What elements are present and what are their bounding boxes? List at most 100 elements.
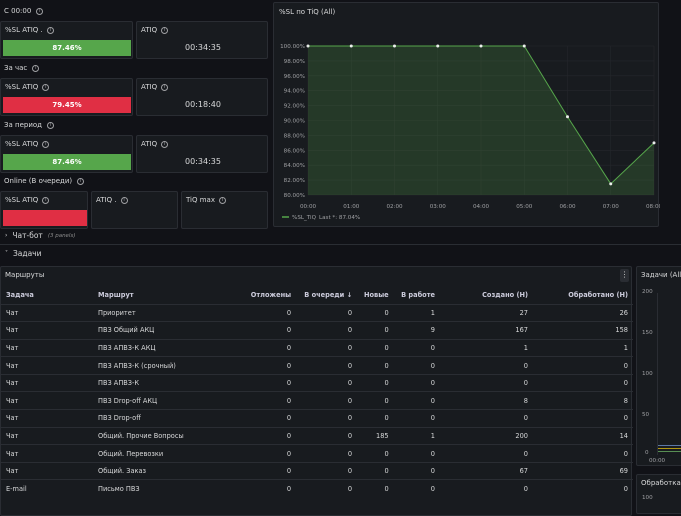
vertical-dots-icon[interactable]: ⋮ bbox=[620, 269, 629, 282]
row-divider bbox=[0, 244, 681, 245]
data-point bbox=[349, 44, 353, 48]
cell-task: Чат bbox=[1, 338, 93, 357]
info-icon[interactable]: i bbox=[161, 26, 169, 34]
column-header-created[interactable]: Создано (Н) bbox=[482, 291, 528, 300]
column-header-processed[interactable]: Обработано (Н) bbox=[568, 291, 628, 300]
cell-route: Общий. Прочие Вопросы bbox=[93, 426, 243, 445]
info-icon[interactable]: i bbox=[161, 83, 169, 91]
info-icon[interactable]: i bbox=[47, 121, 55, 129]
row-title: Задачи bbox=[13, 249, 42, 258]
x-tick-label: 05:00 bbox=[516, 204, 533, 210]
info-icon[interactable]: i bbox=[42, 196, 50, 204]
column-header-postponed[interactable]: Отложены bbox=[250, 291, 292, 300]
cell-route: ПВЗ Drop-off bbox=[93, 409, 243, 428]
cell-processed: 158 bbox=[533, 321, 633, 340]
cell-task: Чат bbox=[1, 391, 93, 410]
cell-processed: 0 bbox=[533, 444, 633, 463]
cell-postponed: 0 bbox=[243, 338, 297, 357]
table-row[interactable]: E-mail Письмо ПВЗ 0 0 0 0 0 0 bbox=[1, 479, 633, 498]
column-header-route[interactable]: Маршрут bbox=[98, 291, 134, 300]
cell-task: Чат bbox=[1, 426, 93, 445]
tasks-all-title: Задачи (All) bbox=[641, 271, 681, 279]
cell-in-queue: 0 bbox=[296, 479, 358, 498]
y-tick: 0 bbox=[645, 450, 649, 456]
info-icon[interactable]: i bbox=[42, 83, 50, 91]
row-tasks[interactable]: ˅ Задачи bbox=[0, 249, 681, 258]
cell-in-queue: 0 bbox=[296, 321, 358, 340]
sl-atiq-panel: %SL ATIQ i 87.46% bbox=[0, 135, 133, 173]
cell-in-work: 1 bbox=[393, 426, 440, 445]
cell-route: ПВЗ АПВЗ-К bbox=[93, 373, 243, 392]
column-header-in-queue[interactable]: В очереди ↓ bbox=[304, 291, 353, 300]
cell-in-work: 0 bbox=[393, 391, 440, 410]
table-header-row: Задача Маршрут Отложены В очереди ↓ Новы… bbox=[1, 287, 633, 304]
info-icon[interactable]: i bbox=[161, 140, 169, 148]
cell-in-work: 9 bbox=[393, 321, 440, 340]
info-icon[interactable]: i bbox=[32, 64, 40, 72]
info-icon[interactable]: i bbox=[77, 177, 85, 185]
y-tick: 100 bbox=[642, 495, 653, 501]
atiq-value: 00:34:35 bbox=[185, 43, 221, 52]
table-row[interactable]: Чат ПВЗ Общий АКЦ 0 0 0 9 167 158 bbox=[1, 321, 633, 340]
table-row[interactable]: Чат ПВЗ Drop-off АКЦ 0 0 0 0 8 8 bbox=[1, 391, 633, 410]
cell-created: 167 bbox=[440, 321, 533, 340]
column-header-new[interactable]: Новые bbox=[363, 291, 389, 300]
cell-new: 0 bbox=[357, 461, 394, 480]
sl-value: 79.45% bbox=[3, 97, 131, 113]
cell-in-work: 0 bbox=[393, 461, 440, 480]
column-header-task[interactable]: Задача bbox=[6, 291, 34, 300]
cell-route: ПВЗ АПВЗ-К (срочный) bbox=[93, 356, 243, 375]
cell-new: 0 bbox=[357, 303, 394, 322]
cell-new: 0 bbox=[357, 338, 394, 357]
cell-processed: 69 bbox=[533, 461, 633, 480]
cell-created: 27 bbox=[440, 303, 533, 322]
cell-new: 0 bbox=[357, 356, 394, 375]
processing-panel: Обработка 100 bbox=[636, 474, 681, 514]
atiq-panel: ATIQ i 00:18:40 bbox=[136, 78, 268, 116]
cell-in-work: 0 bbox=[393, 479, 440, 498]
section-label: Online (В очереди) i bbox=[4, 177, 85, 185]
cell-in-queue: 0 bbox=[296, 409, 358, 428]
table-row[interactable]: Чат ПВЗ Drop-off 0 0 0 0 0 0 bbox=[1, 409, 633, 428]
row-chatbot[interactable]: › Чат-бот (3 panels) bbox=[0, 231, 681, 240]
table-row[interactable]: Чат ПВЗ АПВЗ-К 0 0 0 0 0 0 bbox=[1, 373, 633, 392]
cell-postponed: 0 bbox=[243, 373, 297, 392]
info-icon[interactable]: i bbox=[120, 196, 128, 204]
cell-created: 0 bbox=[440, 356, 533, 375]
cell-new: 185 bbox=[357, 426, 394, 445]
cell-postponed: 0 bbox=[243, 303, 297, 322]
data-point bbox=[652, 141, 656, 145]
column-header-in-work[interactable]: В работе bbox=[401, 291, 435, 300]
cell-processed: 8 bbox=[533, 391, 633, 410]
legend-series-name: %SL_TiQ bbox=[292, 215, 317, 221]
table-row[interactable]: Чат Общий. Прочие Вопросы 0 0 185 1 200 14 bbox=[1, 426, 633, 445]
table-row[interactable]: Чат Общий. Заказ 0 0 0 0 67 69 bbox=[1, 461, 633, 480]
table-row[interactable]: Чат ПВЗ АПВЗ-К (срочный) 0 0 0 0 0 0 bbox=[1, 356, 633, 375]
data-point bbox=[609, 182, 613, 186]
x-tick-label: 02:00 bbox=[386, 204, 403, 210]
table-row[interactable]: Чат ПВЗ АПВЗ-К АКЦ 0 0 0 0 1 1 bbox=[1, 338, 633, 357]
sl-atiq-panel: %SL ATIQ i 79.45% bbox=[0, 78, 133, 116]
x-tick: 00:00 bbox=[649, 458, 666, 464]
cell-task: Чат bbox=[1, 356, 93, 375]
data-point bbox=[393, 44, 396, 48]
cell-created: 0 bbox=[440, 373, 533, 392]
data-point bbox=[306, 44, 310, 48]
cell-route: Письмо ПВЗ bbox=[93, 479, 243, 498]
info-icon[interactable]: i bbox=[46, 26, 54, 34]
row-panels-note: (3 panels) bbox=[47, 232, 76, 239]
sl-value-bar bbox=[3, 210, 87, 226]
cell-processed: 1 bbox=[533, 338, 633, 357]
info-icon[interactable]: i bbox=[219, 196, 226, 204]
info-icon[interactable]: i bbox=[42, 140, 50, 148]
table-row[interactable]: Чат Приоритет 0 0 0 1 27 26 bbox=[1, 303, 633, 322]
atiq-panel: ATIQ .i bbox=[91, 191, 178, 229]
y-tick-label: 100.00% bbox=[280, 44, 305, 50]
table-row[interactable]: Чат Общий. Перевозки 0 0 0 0 0 0 bbox=[1, 444, 633, 463]
cell-route: Общий. Заказ bbox=[93, 461, 243, 480]
chevron-down-icon: ˅ bbox=[5, 250, 8, 257]
row-title: Чат-бот bbox=[12, 231, 43, 240]
cell-in-work: 0 bbox=[393, 373, 440, 392]
cell-in-queue: 0 bbox=[296, 356, 358, 375]
info-icon[interactable]: i bbox=[36, 7, 44, 15]
